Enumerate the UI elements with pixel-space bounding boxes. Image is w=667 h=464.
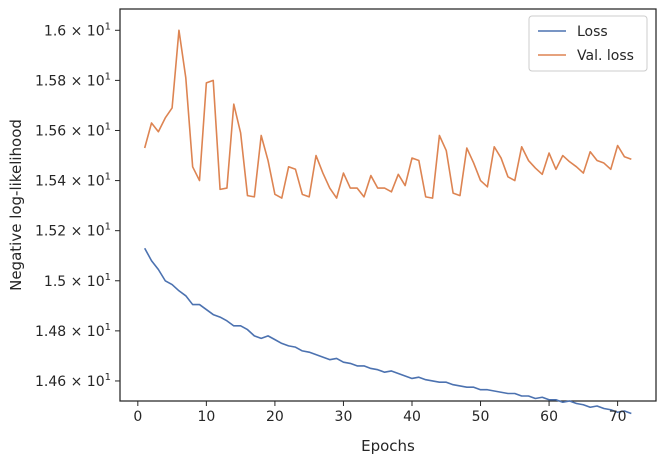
plot-frame	[119, 8, 657, 402]
x-tick-label: 60	[540, 409, 558, 425]
y-tick-label: 1.5 × 101	[44, 272, 111, 290]
x-tick-label: 20	[266, 409, 284, 425]
legend-label-val-loss: Val. loss	[577, 48, 634, 64]
legend-label-loss: Loss	[577, 24, 608, 40]
series-line-loss	[143, 247, 632, 415]
y-tick-label: 1.48 × 101	[35, 322, 111, 340]
legend-box	[528, 15, 648, 72]
x-axis-ticks: 0 10 20 30 40 50 60 70	[133, 401, 627, 425]
series-layer	[143, 29, 632, 415]
y-axis-ticks: 1.46 × 101 1.48 × 101 1.5 × 101 1.52 × 101 1…	[35, 21, 120, 390]
y-tick-label: 1.6 × 101	[44, 21, 111, 39]
x-tick-label: 30	[335, 409, 353, 425]
x-tick-label: 70	[609, 409, 627, 425]
x-tick-label: 40	[403, 409, 421, 425]
y-tick-label: 1.58 × 101	[35, 71, 111, 89]
x-tick-label: 10	[197, 409, 215, 425]
y-axis-label: Negative log-likelihood	[7, 119, 25, 291]
legend: Loss Val. loss	[528, 15, 648, 72]
plot-area	[119, 8, 657, 402]
y-tick-label: 1.54 × 101	[35, 172, 111, 190]
y-tick-label: 1.46 × 101	[35, 372, 111, 390]
series-line-val-loss	[143, 29, 632, 199]
y-tick-label: 1.52 × 101	[35, 222, 111, 240]
y-tick-label: 1.56 × 101	[35, 121, 111, 139]
x-axis-label: Epochs	[361, 437, 415, 455]
x-tick-label: 50	[472, 409, 490, 425]
x-tick-label: 0	[133, 409, 142, 425]
